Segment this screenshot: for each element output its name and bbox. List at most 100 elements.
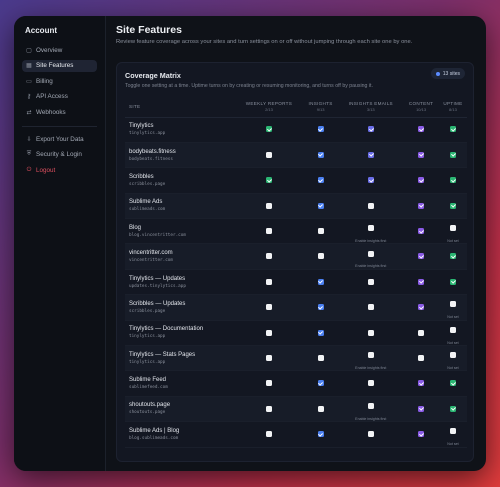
sidebar-item-label: Webhooks [36, 108, 66, 116]
insights-emails-checkbox[interactable] [367, 329, 374, 336]
content-checkbox[interactable] [418, 431, 425, 438]
insights-emails-checkbox[interactable] [367, 352, 374, 359]
weekly-reports-checkbox[interactable] [265, 304, 272, 311]
uptime-checkbox[interactable] [449, 177, 456, 184]
insights-checkbox[interactable] [317, 431, 324, 438]
insights-checkbox[interactable] [317, 202, 324, 209]
uptime-checkbox[interactable] [449, 405, 456, 412]
cell-insights-emails [338, 269, 404, 296]
uptime-checkbox[interactable] [449, 380, 456, 387]
content-checkbox[interactable] [418, 177, 425, 184]
cell-uptime [438, 243, 467, 270]
content-checkbox[interactable] [418, 253, 425, 260]
weekly-reports-checkbox[interactable] [265, 329, 272, 336]
uptime-checkbox[interactable] [449, 126, 456, 133]
weekly-reports-checkbox[interactable] [265, 202, 272, 209]
insights-emails-checkbox[interactable] [367, 304, 374, 311]
table-row: Scribbles scribbles.page [125, 167, 467, 194]
insights-emails-checkbox[interactable] [367, 403, 374, 409]
insights-emails-checkbox[interactable] [367, 431, 374, 438]
insights-checkbox[interactable] [317, 304, 324, 311]
cell-weekly-reports [235, 421, 303, 448]
insights-emails-checkbox[interactable] [367, 202, 374, 209]
weekly-reports-checkbox[interactable] [265, 253, 272, 260]
insights-checkbox[interactable] [317, 177, 324, 184]
sidebar-item-label: Billing [36, 77, 53, 85]
cell-insights-emails: Enable insights first [338, 243, 404, 270]
content-checkbox[interactable] [418, 151, 425, 158]
sidebar-item-security-login[interactable]: ⛨ Security & Login [22, 149, 97, 161]
sidebar-item-logout[interactable]: ⏻ Logout [22, 164, 97, 176]
uptime-checkbox[interactable] [449, 253, 456, 260]
content-checkbox[interactable] [418, 228, 425, 235]
weekly-reports-checkbox[interactable] [265, 380, 272, 387]
table-row: Tinylytics — Stats Pages tinylytics.app En… [125, 345, 467, 372]
uptime-checkbox[interactable] [449, 225, 456, 232]
insights-checkbox[interactable] [317, 253, 324, 260]
billing-icon: ▭ [26, 78, 32, 85]
site-domain: sublimefeed.com [129, 385, 168, 391]
content-checkbox[interactable] [418, 278, 425, 285]
sidebar-item-billing[interactable]: ▭ Billing [22, 75, 97, 87]
cell-insights [302, 193, 339, 220]
insights-checkbox[interactable] [317, 405, 324, 412]
sidebar-item-webhooks[interactable]: ⇄ Webhooks [22, 106, 97, 118]
content-checkbox[interactable] [418, 126, 425, 133]
insights-checkbox[interactable] [317, 278, 324, 285]
content-checkbox[interactable] [418, 329, 425, 336]
uptime-checkbox[interactable] [449, 151, 456, 158]
content-checkbox[interactable] [418, 405, 425, 412]
sidebar-item-export-your-data[interactable]: ⇩ Export Your Data [22, 133, 97, 145]
cell-insights-emails [338, 294, 404, 321]
insights-checkbox[interactable] [317, 354, 324, 361]
sidebar-item-label: Export Your Data [36, 135, 84, 143]
insights-emails-checkbox[interactable] [367, 278, 374, 285]
insights-emails-checkbox[interactable] [367, 151, 374, 158]
uptime-checkbox[interactable] [449, 428, 456, 435]
insights-checkbox[interactable] [317, 126, 324, 133]
uptime-checkbox[interactable] [449, 202, 456, 209]
content-checkbox[interactable] [418, 380, 425, 387]
uptime-checkbox[interactable] [449, 326, 456, 333]
site-cell: Blog blog.vincentritter.com [125, 218, 235, 245]
uptime-not-set-note: Not set [447, 340, 459, 345]
sidebar-item-api-access[interactable]: ⚷ API Access [22, 91, 97, 103]
uptime-checkbox[interactable] [449, 301, 456, 308]
cell-insights [302, 218, 339, 245]
uptime-checkbox[interactable] [449, 352, 456, 359]
column-header-insights: Insights 9/13 [302, 97, 339, 118]
content-checkbox[interactable] [418, 202, 425, 209]
weekly-reports-checkbox[interactable] [265, 126, 272, 133]
content-checkbox[interactable] [418, 304, 425, 311]
weekly-reports-checkbox[interactable] [265, 278, 272, 285]
site-name: shoutouts.page [129, 402, 171, 409]
insights-checkbox[interactable] [317, 329, 324, 336]
insights-emails-checkbox[interactable] [367, 380, 374, 387]
weekly-reports-checkbox[interactable] [265, 177, 272, 184]
logout-icon: ⏻ [26, 166, 32, 173]
sidebar-item-site-features[interactable]: ▦ Site Features [22, 59, 97, 72]
weekly-reports-checkbox[interactable] [265, 228, 272, 235]
insights-emails-checkbox[interactable] [367, 225, 374, 232]
weekly-reports-checkbox[interactable] [265, 354, 272, 361]
uptime-not-set-note: Not set [447, 239, 459, 243]
insights-emails-checkbox[interactable] [367, 250, 374, 257]
insights-emails-checkbox[interactable] [367, 126, 374, 133]
sidebar-item-overview[interactable]: ▢ Overview [22, 44, 97, 56]
insights-checkbox[interactable] [317, 228, 324, 235]
insights-checkbox[interactable] [317, 380, 324, 387]
content-checkbox[interactable] [418, 354, 425, 361]
weekly-reports-checkbox[interactable] [265, 405, 272, 412]
site-domain: sublimeads.com [129, 207, 166, 213]
weekly-reports-checkbox[interactable] [265, 431, 272, 438]
page-subtitle: Review feature coverage across your site… [116, 39, 413, 45]
site-domain: tinylytics.app [129, 131, 166, 137]
uptime-checkbox[interactable] [449, 278, 456, 285]
insights-emails-checkbox[interactable] [367, 177, 374, 184]
site-domain: tinylytics.app [129, 334, 166, 340]
table-row: Blog blog.vincentritter.com Enable insight… [125, 218, 467, 245]
site-name: Blog [129, 224, 142, 231]
weekly-reports-checkbox[interactable] [265, 151, 272, 158]
site-cell: Tinylytics tinylytics.app [125, 117, 235, 143]
insights-checkbox[interactable] [317, 151, 324, 158]
